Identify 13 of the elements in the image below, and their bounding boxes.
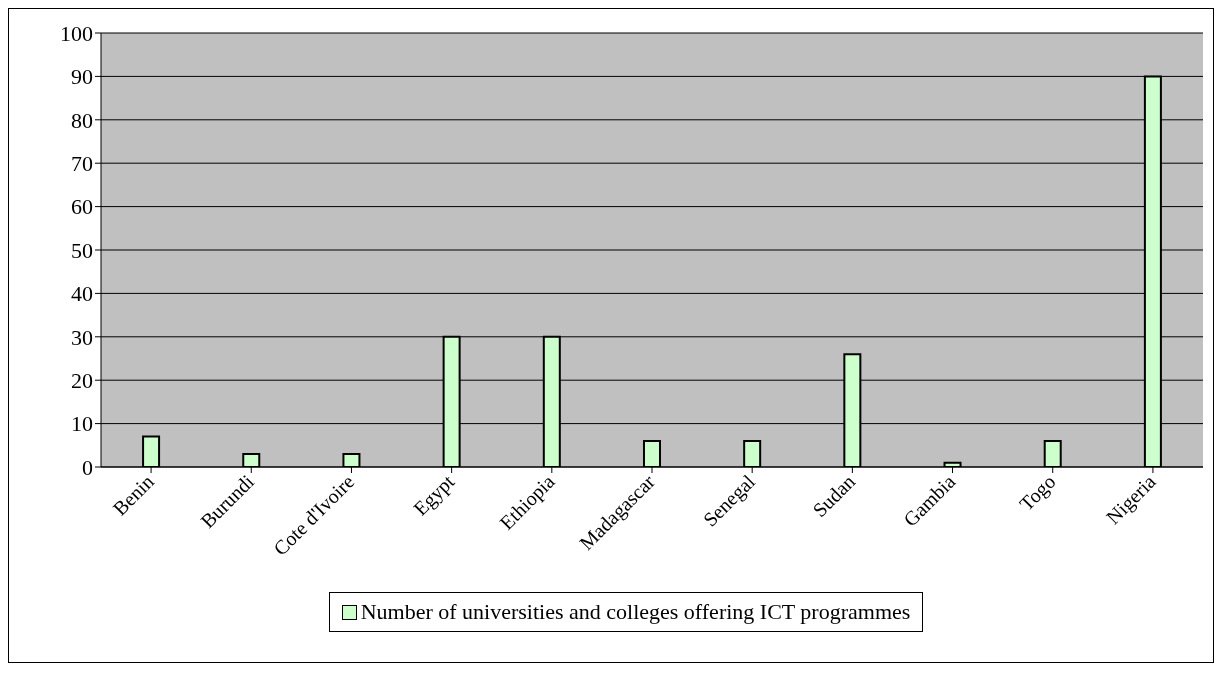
y-tick-label: 50 [71, 237, 93, 263]
y-tick-label: 100 [60, 20, 93, 46]
y-tick-label: 60 [71, 194, 93, 220]
y-tick-label: 10 [71, 411, 93, 437]
y-tick-label: 20 [71, 368, 93, 394]
y-tick-label: 70 [71, 151, 93, 177]
y-tick-label: 80 [71, 107, 93, 133]
legend-label: Number of universities and colleges offering ICT programmes [359, 599, 911, 625]
y-tick-label: 0 [82, 454, 93, 480]
y-tick-label: 90 [71, 64, 93, 90]
y-tick-label: 30 [71, 324, 93, 350]
x-tick-label: Togo [1015, 470, 1061, 516]
y-tick-label: 40 [71, 281, 93, 307]
